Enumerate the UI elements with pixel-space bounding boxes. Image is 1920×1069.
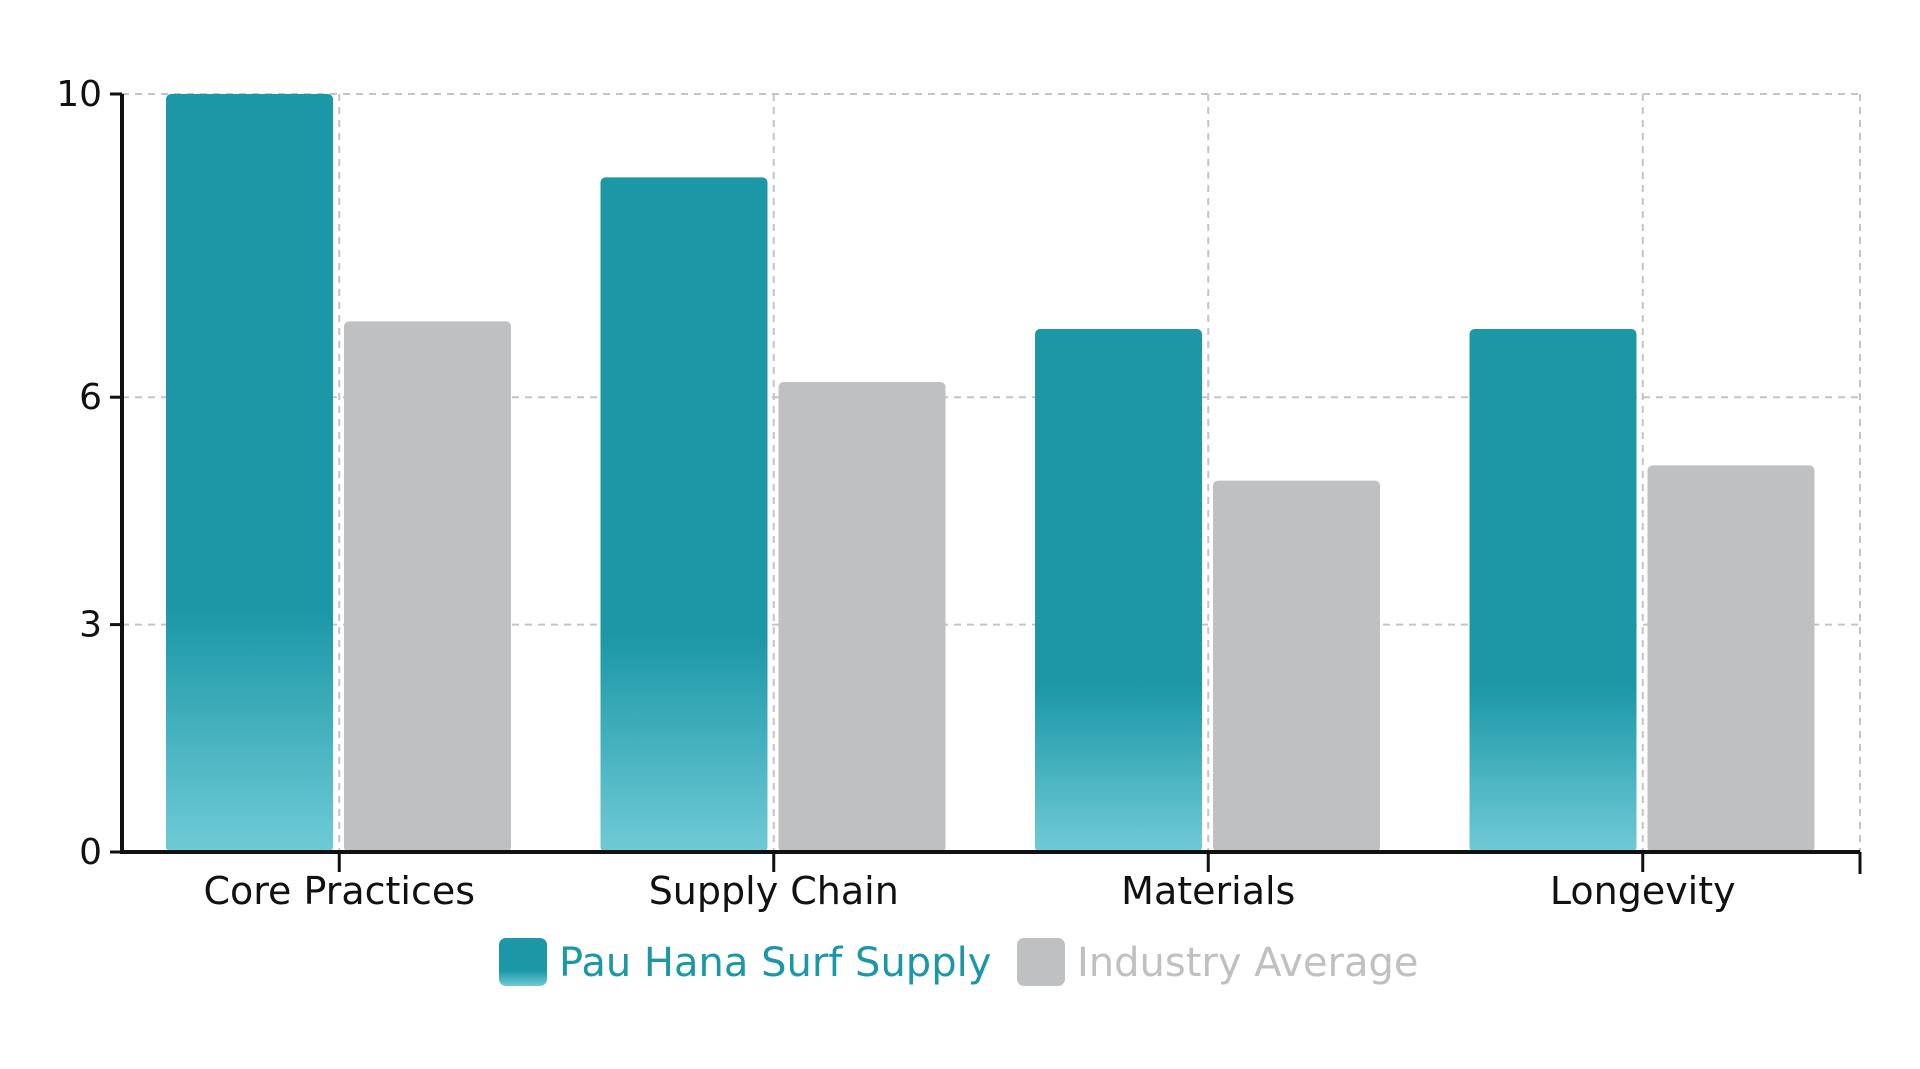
y-tick-label-2: 6 [79,377,102,418]
bar-industry-avg-0 [344,321,511,852]
bar-pau-hana-2 [1035,328,1202,853]
x-tick-label-3: Longevity [1550,869,1736,913]
axes [110,92,1862,874]
y-tick-label-1: 3 [79,605,102,646]
legend-label-1: Industry Average [1077,940,1419,986]
legend: Pau Hana Surf Supply Industry Average [499,938,1419,986]
bar-industry-avg-1 [778,382,946,852]
bar-pau-hana-0 [166,94,333,852]
bar-industry-avg-2 [1213,480,1380,852]
y-tick-label-3: 10 [56,74,102,115]
bar-pau-hana-3 [1469,328,1637,853]
legend-swatch-0 [499,938,547,986]
bars [166,94,1815,853]
tick-labels: 0 3 6 10 Core Practices Supply Chain Materials… [56,74,1735,913]
y-tick-label-0: 0 [79,832,102,873]
legend-label-0: Pau Hana Surf Supply [559,940,991,986]
x-tick-label-1: Supply Chain [649,869,899,913]
bar-pau-hana-1 [600,177,768,852]
x-tick-label-0: Core Practices [203,869,475,913]
x-tick-label-2: Materials [1121,869,1295,913]
bar-industry-avg-3 [1647,465,1815,852]
legend-swatch-1 [1017,938,1065,986]
